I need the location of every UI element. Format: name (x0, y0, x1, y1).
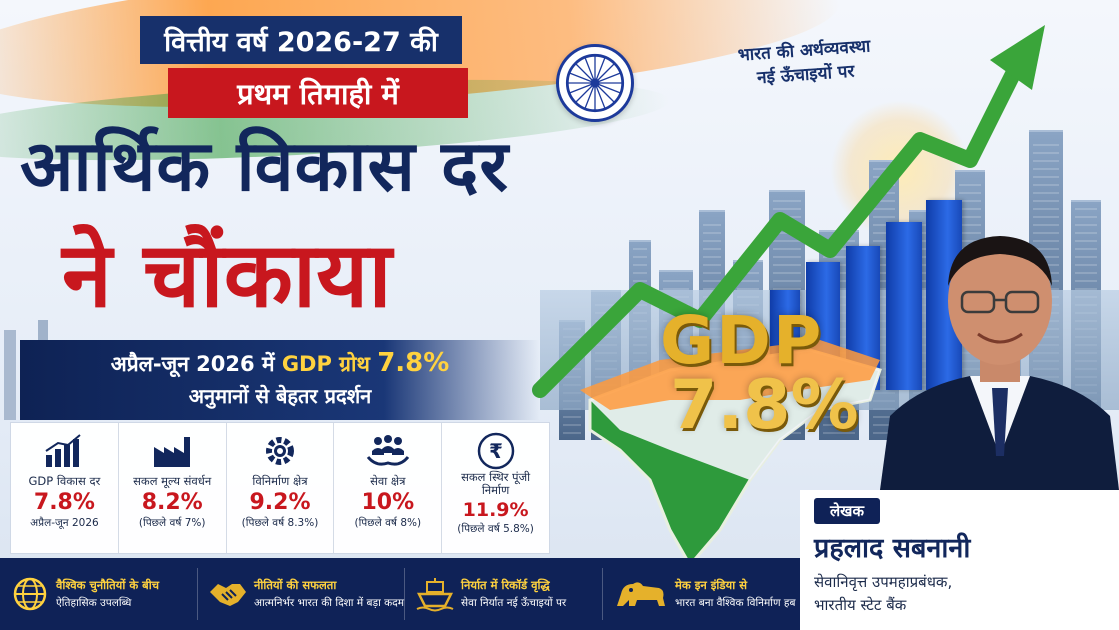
stat-note: (पिछले वर्ष 5.8%) (457, 523, 534, 536)
lion-icon (613, 574, 669, 614)
svg-text:₹: ₹ (489, 439, 503, 463)
highlight-title: नीतियों की सफलता (253, 578, 337, 592)
subtitle-banner: अप्रैल-जून 2026 में GDP ग्रोथ 7.8% अनुमा… (20, 340, 540, 420)
stat-label: सकल स्थिर पूंजी निर्माण (442, 470, 549, 498)
stat-gdp-growth: GDP विकास दर 7.8% अप्रैल-जून 2026 (11, 423, 119, 553)
subtitle-text: अप्रैल-जून 2026 में (110, 352, 282, 376)
stat-label-1: सकल स्थिर पूंजी (461, 470, 531, 484)
highlight-text: ऐतिहासिक उपलब्धि (56, 597, 132, 609)
growth-arrow-icon (532, 25, 1045, 398)
stat-note: (पिछले वर्ष 7%) (138, 517, 206, 530)
highlight-text: भारत बना वैश्विक विनिर्माण हब (675, 597, 796, 609)
stat-value: 11.9% (462, 499, 529, 522)
people-hands-icon (334, 431, 441, 471)
stat-label: GDP विकास दर (28, 474, 101, 488)
author-name: प्रहलाद सबनानी (814, 533, 971, 564)
india-map (580, 340, 882, 568)
subtitle-line-2: अनुमानों से बेहतर प्रदर्शन (188, 384, 372, 408)
highlight-item: नीतियों की सफलता आत्मनिर्भर भारत की दिशा… (198, 568, 406, 620)
factory-icon (119, 431, 226, 471)
author-card: लेखक प्रहलाद सबनानी सेवानिवृत्त उपमहाप्र… (800, 490, 1119, 630)
growth-bar (886, 222, 922, 390)
highlight-title: वैश्विक चुनौतियों के बीच (56, 578, 160, 592)
author-role: सेवानिवृत्त उपमहाप्रबंधक, भारतीय स्टेट ब… (814, 571, 1119, 616)
subtitle-line-1: अप्रैल-जून 2026 में GDP ग्रोथ 7.8% (20, 348, 540, 378)
rupee-icon: ₹ (442, 431, 549, 471)
highlight-item: वैश्विक चुनौतियों के बीच ऐतिहासिक उपलब्ध… (0, 568, 198, 620)
author-role-line-2: भारतीय स्टेट बैंक (814, 595, 907, 614)
stat-value: 8.2% (141, 490, 203, 516)
subtitle-gdp: GDP ग्रोथ (281, 352, 378, 376)
stats-panel: GDP विकास दर 7.8% अप्रैल-जून 2026 सकल मू… (10, 422, 550, 554)
highlight-text: सेवा निर्यात नई ऊँचाइयों पर (461, 597, 567, 609)
stat-note: (पिछले वर्ष 8.3%) (241, 517, 319, 530)
hero-gdp-value: 7.8% (670, 366, 859, 445)
ashoka-chakra-icon (556, 44, 634, 122)
highlight-title: निर्यात में रिकॉर्ड वृद्धि (461, 578, 550, 592)
highlight-title: मेक इन इंडिया से (675, 578, 747, 592)
author-tag: लेखक (814, 498, 880, 524)
gear-icon (227, 431, 334, 471)
stat-gfcf: ₹ सकल स्थिर पूंजी निर्माण 11.9% (पिछले व… (442, 423, 549, 553)
subtitle-value: 7.8% (377, 348, 450, 378)
hero-gdp-label: GDP (660, 302, 824, 379)
stat-services: सेवा क्षेत्र 10% (पिछले वर्ष 8%) (334, 423, 443, 553)
stat-label: विनिर्माण क्षेत्र (252, 474, 308, 488)
highlight-item: निर्यात में रिकॉर्ड वृद्धि सेवा निर्यात … (405, 568, 604, 620)
highlight-text: आत्मनिर्भर भारत की दिशा में बड़ा कदम (253, 597, 405, 609)
highlight-item: मेक इन इंडिया से भारत बना वैश्विक विनिर्… (603, 568, 800, 620)
stat-label: सकल मूल्य संवर्धन (133, 474, 212, 488)
globe-icon (10, 574, 50, 614)
stat-gva: सकल मूल्य संवर्धन 8.2% (पिछले वर्ष 7%) (119, 423, 227, 553)
stat-label-2: निर्माण (481, 483, 510, 498)
ship-icon (415, 574, 455, 614)
headline-red: ने चौंकाया (62, 223, 392, 328)
stat-note: अप्रैल-जून 2026 (30, 517, 99, 530)
author-photo (880, 236, 1119, 490)
stat-value: 7.8% (33, 490, 95, 516)
stat-label: सेवा क्षेत्र (370, 474, 406, 488)
stat-note: (पिछले वर्ष 8%) (354, 517, 422, 530)
handshake-icon (208, 574, 248, 614)
title-line-1: वित्तीय वर्ष 2026-27 की (140, 16, 462, 64)
bar-chart-icon (11, 431, 118, 471)
stat-value: 10% (361, 490, 415, 516)
author-role-line-1: सेवानिवृत्त उपमहाप्रबंधक, (814, 573, 953, 591)
stat-value: 9.2% (249, 490, 311, 516)
headline-main: आर्थिक विकास दर (20, 125, 509, 207)
stat-manufacturing: विनिर्माण क्षेत्र 9.2% (पिछले वर्ष 8.3%) (227, 423, 335, 553)
bottom-highlights-bar: वैश्विक चुनौतियों के बीच ऐतिहासिक उपलब्ध… (0, 558, 800, 630)
title-line-2: प्रथम तिमाही में (168, 68, 468, 118)
